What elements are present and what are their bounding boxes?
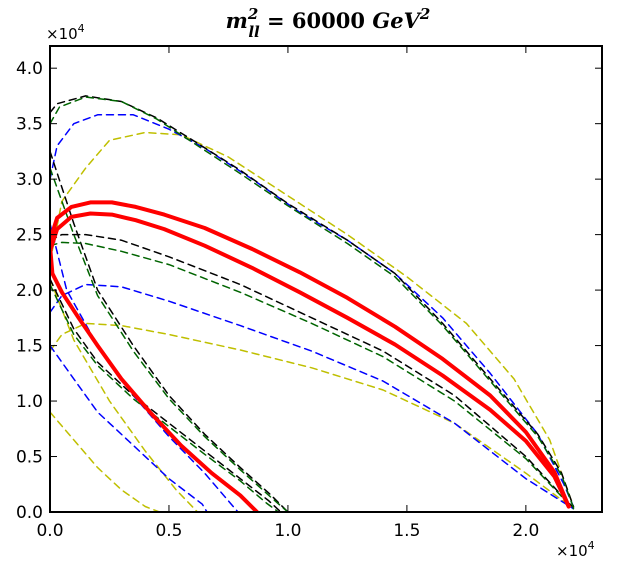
y-tick-label: 1.5 — [16, 337, 43, 357]
series-line-yellow-left-lower — [50, 411, 161, 512]
x-tick-label: 1.0 — [274, 521, 301, 541]
series-line-black-outer-lower — [50, 233, 575, 509]
series-line-green-left-lower — [50, 283, 280, 512]
y-scale-label: ×104 — [46, 22, 85, 43]
series-line-red-outer-upper — [50, 200, 571, 509]
series-line-green-outer-lower — [50, 241, 575, 510]
y-tick-label: 3.5 — [16, 115, 43, 135]
series-line-yellow-left-upper — [50, 278, 199, 512]
y-tick-label: 1.0 — [16, 392, 43, 412]
x-tick-label: 1.5 — [393, 521, 420, 541]
series-line-blue-outer-upper — [50, 114, 575, 508]
x-tick-label: 0.5 — [155, 521, 182, 541]
y-tick-label: 4.0 — [16, 59, 43, 79]
series-line-green-left-upper — [50, 167, 289, 512]
y-tick-label: 0.5 — [16, 448, 43, 468]
y-tick-label: 0.0 — [16, 503, 43, 523]
plot-frame — [49, 45, 603, 513]
x-scale-label: ×104 — [556, 539, 595, 560]
x-tick-label: 2.0 — [512, 521, 539, 541]
y-tick-label: 2.5 — [16, 226, 43, 246]
series-line-red-outer-lower — [50, 211, 571, 509]
series-line-blue-left-lower — [50, 344, 208, 512]
series-line-blue-outer-lower — [50, 283, 575, 510]
x-tick-label: 0.0 — [36, 521, 63, 541]
series-line-yellow-outer-upper — [50, 131, 575, 508]
chart-title: m2 ll = 60000 GeV2 — [226, 5, 431, 41]
series-line-green-outer-upper — [50, 96, 575, 509]
series-line-red-left — [50, 243, 259, 512]
ticks-layer: 0.0 0.5 1.0 1.5 2.0 0.0 0.5 1.0 1.5 2.0 2.5 3.0 3.5 4… — [16, 46, 602, 541]
y-tick-label: 3.0 — [16, 170, 43, 190]
series-line-yellow-outer-lower — [50, 322, 575, 510]
series-line-black-outer-upper — [50, 95, 575, 508]
series-line-black-left-lower — [50, 278, 282, 512]
y-tick-label: 2.0 — [16, 281, 43, 301]
series-layer — [50, 95, 575, 512]
series-line-black-left-upper — [50, 150, 289, 512]
